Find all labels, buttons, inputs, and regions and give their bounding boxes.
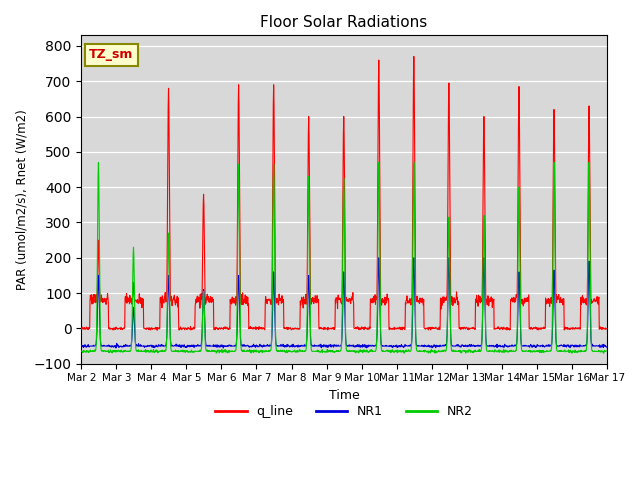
NR2	[603, 348, 611, 354]
NR1	[77, 343, 85, 348]
Line: NR2: NR2	[81, 162, 607, 353]
NR2	[253, 348, 261, 354]
q_line	[495, 325, 502, 331]
Line: NR1: NR1	[81, 258, 607, 348]
Y-axis label: PAR (umol/m2/s), Rnet (W/m2): PAR (umol/m2/s), Rnet (W/m2)	[15, 109, 28, 290]
NR1	[603, 344, 611, 350]
NR1	[541, 344, 548, 349]
NR2	[494, 348, 502, 354]
Title: Floor Solar Radiations: Floor Solar Radiations	[260, 15, 428, 30]
NR2	[182, 348, 189, 354]
NR2	[77, 348, 85, 354]
X-axis label: Time: Time	[329, 389, 360, 402]
NR1	[112, 345, 120, 351]
q_line	[77, 325, 85, 331]
q_line	[182, 325, 189, 331]
NR2	[600, 350, 607, 356]
q_line	[154, 327, 161, 333]
NR1	[182, 344, 189, 349]
Line: q_line: q_line	[81, 57, 607, 330]
NR2	[195, 348, 202, 354]
NR2	[95, 159, 102, 165]
q_line	[426, 325, 434, 331]
Text: TZ_sm: TZ_sm	[89, 48, 134, 61]
NR1	[375, 255, 383, 261]
NR2	[541, 348, 548, 354]
NR1	[195, 343, 202, 349]
q_line	[195, 294, 202, 300]
Legend: q_line, NR1, NR2: q_line, NR1, NR2	[211, 400, 478, 423]
q_line	[603, 326, 611, 332]
NR2	[426, 348, 433, 354]
NR1	[253, 344, 261, 349]
q_line	[253, 325, 261, 331]
q_line	[541, 325, 548, 331]
q_line	[410, 54, 418, 60]
NR1	[426, 344, 434, 350]
NR1	[495, 344, 502, 349]
